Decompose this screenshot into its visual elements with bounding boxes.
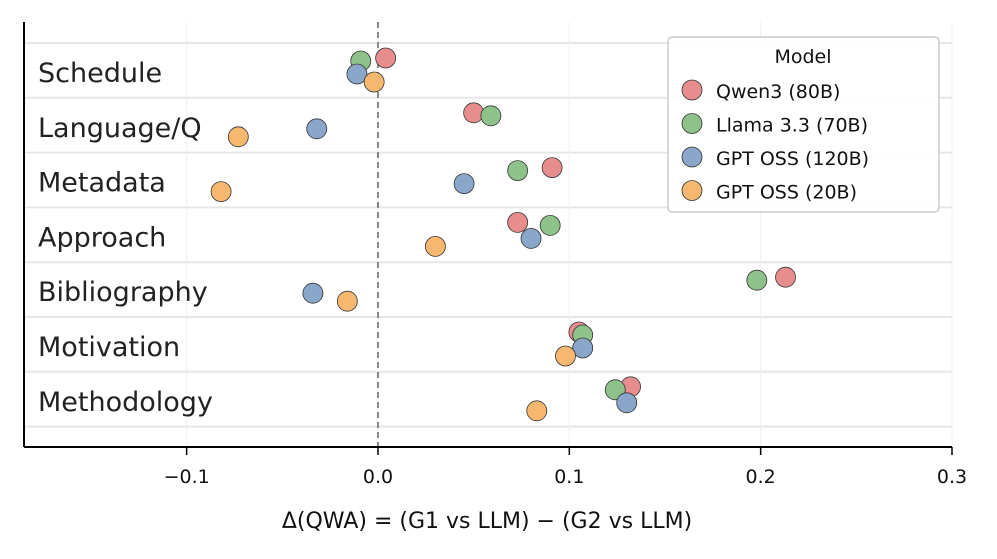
point-gpt-oss-20b--methodology — [526, 400, 548, 422]
category-labels: Schedule Language/Q Metadata Approach Biblio… — [38, 58, 213, 418]
x-tick-label: −0.1 — [164, 466, 210, 488]
point-gpt-oss-20b--language-q — [227, 126, 249, 148]
category-label: Motivation — [38, 332, 180, 363]
point-gpt-oss-120b--approach — [520, 227, 542, 249]
category-label: Language/Q — [38, 113, 202, 144]
point-gpt-oss-120b--metadata — [453, 173, 475, 195]
x-axis-label: Δ(QWA) = (G1 vs LLM) − (G2 vs LLM) — [282, 509, 692, 534]
point-llama-3-3-70b--bibliography — [746, 269, 768, 291]
category-label: Approach — [38, 222, 166, 253]
category-label: Schedule — [38, 58, 162, 89]
point-gpt-oss-120b--schedule — [346, 63, 368, 85]
point-gpt-oss-20b--schedule — [363, 71, 385, 93]
legend-label: GPT OSS (20B) — [716, 182, 857, 204]
point-qwen3-80b--metadata — [541, 157, 563, 179]
legend-title: Model — [774, 46, 831, 68]
point-qwen3-80b--schedule — [375, 47, 397, 69]
category-label: Methodology — [38, 387, 213, 418]
point-gpt-oss-20b--metadata — [210, 181, 232, 203]
point-llama-3-3-70b--language-q — [480, 105, 502, 127]
point-qwen3-80b--bibliography — [775, 266, 796, 288]
point-llama-3-3-70b--approach — [539, 214, 561, 236]
x-ticks: −0.1 0.0 0.1 0.2 0.3 — [164, 447, 967, 488]
x-tick-label: 0.2 — [746, 466, 776, 488]
point-qwen3-80b--approach — [507, 211, 529, 233]
data-points — [210, 47, 796, 422]
axes — [23, 22, 952, 448]
legend-label: Qwen3 (80B) — [716, 81, 840, 103]
point-gpt-oss-20b--approach — [424, 235, 446, 257]
legend-marker — [681, 113, 703, 134]
point-qwen3-80b--language-q — [463, 102, 485, 124]
point-gpt-oss-120b--bibliography — [302, 282, 324, 304]
point-gpt-oss-120b--motivation — [572, 337, 594, 359]
legend-marker — [681, 79, 703, 101]
x-tick-label: 0.1 — [554, 466, 584, 488]
point-gpt-oss-120b--language-q — [306, 118, 328, 140]
point-gpt-oss-20b--motivation — [555, 345, 576, 367]
legend-label: GPT OSS (120B) — [716, 148, 869, 170]
point-gpt-oss-120b--methodology — [616, 392, 638, 414]
legend-label: Llama 3.3 (70B) — [716, 115, 868, 137]
legend-marker — [681, 180, 703, 201]
x-tick-label: 0.3 — [937, 466, 967, 488]
legend: Model Qwen3 (80B) Llama 3.3 (70B) GPT OSS … — [667, 36, 940, 213]
category-label: Metadata — [38, 168, 166, 199]
x-tick-label: 0.0 — [363, 466, 393, 488]
category-label: Bibliography — [38, 277, 208, 308]
legend-box — [667, 36, 940, 213]
legend-marker — [681, 146, 703, 168]
point-gpt-oss-20b--bibliography — [336, 290, 358, 312]
point-llama-3-3-70b--metadata — [507, 160, 529, 182]
